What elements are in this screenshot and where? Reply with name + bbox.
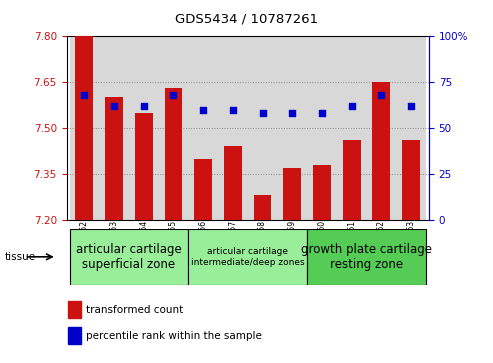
Bar [218, 36, 248, 220]
Bar [396, 36, 426, 220]
Bar [224, 146, 242, 220]
Bar [194, 159, 212, 220]
Point [288, 110, 296, 116]
Point [407, 103, 415, 109]
Bar [373, 82, 390, 220]
Point [259, 110, 267, 116]
Text: growth plate cartilage
resting zone: growth plate cartilage resting zone [301, 243, 432, 271]
Bar [278, 36, 307, 220]
Bar [188, 36, 218, 220]
Bar [69, 301, 81, 318]
Text: articular cartilage
intermediate/deep zones: articular cartilage intermediate/deep zo… [191, 247, 305, 266]
Point [140, 103, 148, 109]
Bar [248, 36, 278, 220]
Bar [188, 229, 307, 285]
Bar [165, 88, 182, 220]
Bar [99, 36, 129, 220]
Bar [366, 36, 396, 220]
Bar [70, 36, 99, 220]
Bar [129, 36, 159, 220]
Point [378, 92, 386, 98]
Point [348, 103, 355, 109]
Bar [337, 36, 366, 220]
Bar [283, 168, 301, 220]
Point [229, 107, 237, 113]
Point [318, 110, 326, 116]
Text: tissue: tissue [5, 252, 36, 262]
Bar [159, 36, 188, 220]
Point [110, 103, 118, 109]
Bar [343, 140, 360, 220]
Bar [254, 195, 272, 220]
Text: transformed count: transformed count [86, 305, 184, 314]
Point [80, 92, 88, 98]
Bar [135, 113, 153, 220]
Bar [313, 164, 331, 220]
Bar [70, 229, 188, 285]
Bar [69, 327, 81, 344]
Bar [105, 97, 123, 220]
Bar [307, 229, 426, 285]
Bar [75, 36, 93, 220]
Bar [307, 36, 337, 220]
Point [199, 107, 207, 113]
Text: GDS5434 / 10787261: GDS5434 / 10787261 [175, 13, 318, 26]
Bar [402, 140, 420, 220]
Point [170, 92, 177, 98]
Text: percentile rank within the sample: percentile rank within the sample [86, 331, 262, 341]
Text: articular cartilage
superficial zone: articular cartilage superficial zone [76, 243, 182, 271]
